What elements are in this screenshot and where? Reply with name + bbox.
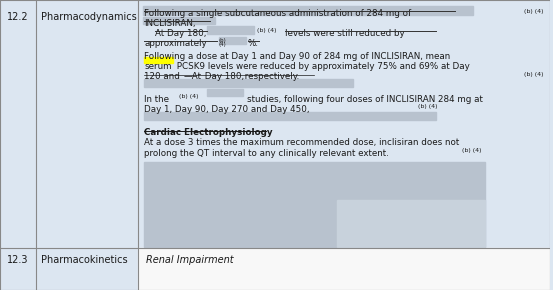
- Text: PCSK9 levels were reduced by approximately 75% and 69% at Day: PCSK9 levels were reduced by approximate…: [174, 62, 469, 71]
- Text: (b): (b): [218, 38, 226, 43]
- Text: (b) (4): (b) (4): [257, 28, 276, 33]
- Text: 12.3: 12.3: [7, 255, 29, 265]
- Bar: [143, 17, 215, 24]
- Text: (4): (4): [218, 42, 226, 47]
- Bar: [207, 89, 243, 96]
- Text: (b) (4): (b) (4): [524, 72, 544, 77]
- Text: At a dose 3 times the maximum recommended dose, inclisiran does not: At a dose 3 times the maximum recommende…: [144, 138, 460, 147]
- Text: prolong the QT interval to any clinically relevant extent.: prolong the QT interval to any clinicall…: [144, 149, 389, 158]
- Bar: [144, 112, 436, 120]
- Text: (b) (4): (b) (4): [524, 9, 544, 14]
- Text: Day 180,: Day 180,: [202, 72, 244, 81]
- Text: (b) (4): (b) (4): [179, 94, 199, 99]
- Bar: [144, 79, 353, 87]
- Bar: [337, 200, 486, 246]
- Text: Pharmacokinetics: Pharmacokinetics: [41, 255, 128, 265]
- Text: In the: In the: [144, 95, 169, 104]
- Text: levels were still reduced by: levels were still reduced by: [285, 29, 404, 38]
- Text: At Day 180,: At Day 180,: [155, 29, 207, 38]
- Text: serum: serum: [144, 62, 171, 71]
- Bar: [138, 248, 550, 290]
- Text: studies, following four doses of INCLISIRAN 284 mg at: studies, following four doses of INCLISI…: [247, 95, 482, 104]
- Bar: [143, 6, 473, 14]
- Text: INCLISIRAN,: INCLISIRAN,: [144, 19, 196, 28]
- Bar: [218, 37, 246, 44]
- Bar: [144, 57, 174, 63]
- Text: 120 and: 120 and: [144, 72, 180, 81]
- Text: —At: —At: [184, 72, 202, 81]
- Text: %.: %.: [248, 39, 259, 48]
- Text: Following a dose at Day 1 and Day 90 of 284 mg of INCLISIRAN, mean: Following a dose at Day 1 and Day 90 of …: [144, 52, 451, 61]
- Bar: [144, 162, 486, 246]
- Text: Pharmacodynamics: Pharmacodynamics: [41, 12, 137, 21]
- Text: respectively.: respectively.: [242, 72, 299, 81]
- Text: Following a single subcutaneous administration of 284 mg of: Following a single subcutaneous administ…: [144, 9, 411, 18]
- Text: (b) (4): (b) (4): [462, 148, 482, 153]
- Text: approximately: approximately: [144, 39, 207, 48]
- Text: 12.2: 12.2: [7, 12, 29, 21]
- Text: (b) (4): (b) (4): [418, 104, 438, 109]
- Text: Cardiac Electrophysiology: Cardiac Electrophysiology: [144, 128, 273, 137]
- Text: Day 1, Day 90, Day 270 and Day 450,: Day 1, Day 90, Day 270 and Day 450,: [144, 105, 310, 114]
- Bar: [207, 26, 254, 34]
- Text: Renal Impairment: Renal Impairment: [146, 255, 233, 265]
